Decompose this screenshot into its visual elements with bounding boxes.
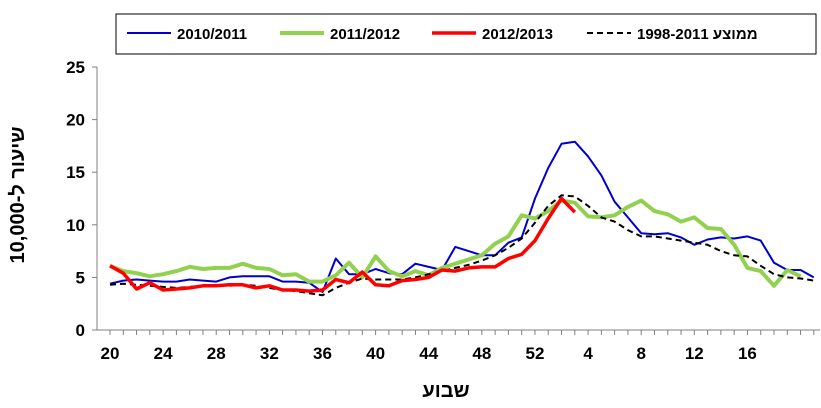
x-tick-label: 52 bbox=[525, 344, 544, 363]
y-axis-ticks: 0 5 10 15 20 25 bbox=[66, 58, 97, 340]
series-line-1 bbox=[109, 198, 802, 288]
series-line-3 bbox=[109, 194, 814, 297]
y-tick-label: 20 bbox=[66, 111, 85, 130]
series-line-2 bbox=[109, 196, 577, 293]
legend-label: 2011/2012 bbox=[330, 26, 400, 43]
series-layer bbox=[109, 140, 815, 297]
y-axis-title: שיעור ל-10,000 bbox=[7, 127, 29, 264]
x-tick-label: 4 bbox=[583, 344, 593, 363]
legend-label: ממוצע 1998-2011 bbox=[637, 26, 758, 43]
x-tick-label: 44 bbox=[419, 344, 438, 363]
x-tick-label: 28 bbox=[207, 344, 226, 363]
x-axis-ticks: 20 24 28 32 36 40 44 48 52 4 8 12 16 bbox=[101, 330, 815, 363]
x-tick-label: 20 bbox=[101, 344, 120, 363]
x-tick-label: 40 bbox=[366, 344, 385, 363]
y-tick-label: 0 bbox=[76, 321, 85, 340]
x-tick-label: 36 bbox=[313, 344, 332, 363]
x-tick-label: 32 bbox=[260, 344, 279, 363]
legend-label: 2012/2013 bbox=[482, 26, 553, 43]
y-tick-label: 15 bbox=[66, 163, 85, 182]
y-tick-label: 10 bbox=[66, 216, 85, 235]
legend: 2010/2011 2011/2012 2012/2013 ממוצע 1998-20… bbox=[127, 26, 758, 43]
x-tick-label: 12 bbox=[685, 344, 704, 363]
x-tick-label: 48 bbox=[472, 344, 491, 363]
y-tick-label: 25 bbox=[66, 58, 85, 77]
legend-label: 2010/2011 bbox=[177, 26, 247, 43]
x-tick-label: 8 bbox=[636, 344, 645, 363]
x-tick-label: 24 bbox=[154, 344, 173, 363]
x-axis-title: שבוע bbox=[422, 380, 469, 402]
y-tick-label: 5 bbox=[76, 268, 85, 287]
x-tick-label: 16 bbox=[738, 344, 757, 363]
